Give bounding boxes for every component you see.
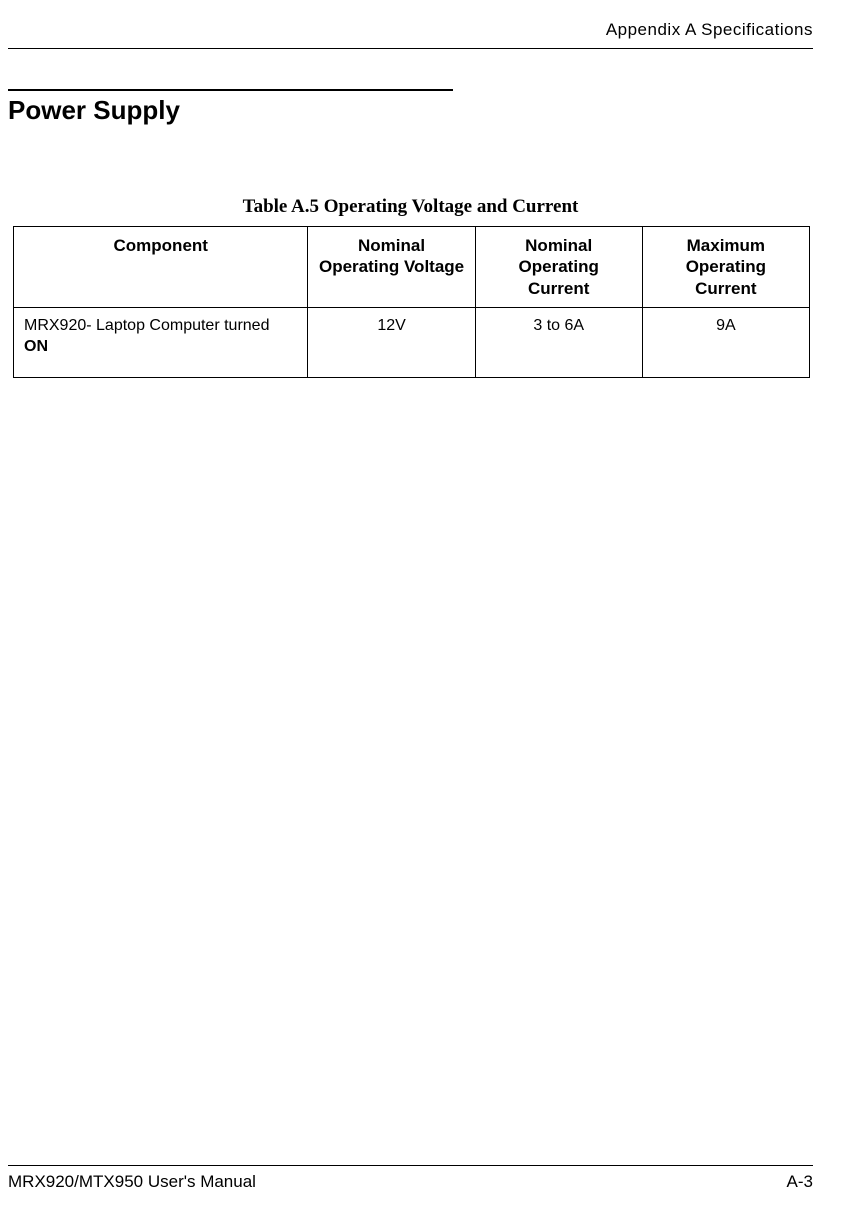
table-col-nominal-current: Nominal Operating Current bbox=[475, 227, 642, 308]
section-heading: Power Supply bbox=[8, 95, 813, 126]
footer-rule bbox=[8, 1165, 813, 1166]
col-label-line2: Operating Current bbox=[519, 257, 599, 297]
table-col-maximum-current: Maximum Operating Current bbox=[642, 227, 809, 308]
col-label-line1: Nominal bbox=[358, 236, 425, 255]
table-header-row: Component Nominal Operating Voltage Nomi… bbox=[14, 227, 810, 308]
col-label: Component bbox=[114, 236, 208, 255]
table-col-component: Component bbox=[14, 227, 308, 308]
col-label-line2: Operating Voltage bbox=[319, 257, 464, 276]
cell-component: MRX920- Laptop Computer turned ON bbox=[14, 307, 308, 378]
footer-page-number: A-3 bbox=[787, 1172, 813, 1192]
running-head: Appendix A Specifications bbox=[8, 20, 813, 40]
table-col-nominal-voltage: Nominal Operating Voltage bbox=[308, 227, 475, 308]
cell-maximum-current: 9A bbox=[642, 307, 809, 378]
page-footer: MRX920/MTX950 User's Manual A-3 bbox=[8, 1165, 813, 1192]
spec-table: Component Nominal Operating Voltage Nomi… bbox=[13, 226, 810, 378]
cell-nominal-current: 3 to 6A bbox=[475, 307, 642, 378]
footer-manual-title: MRX920/MTX950 User's Manual bbox=[8, 1172, 256, 1192]
col-label-line1: Maximum bbox=[687, 236, 765, 255]
table-row: MRX920- Laptop Computer turned ON 12V 3 … bbox=[14, 307, 810, 378]
header-rule bbox=[8, 48, 813, 49]
component-text: MRX920- Laptop Computer turned bbox=[24, 317, 269, 334]
col-label-line1: Nominal bbox=[525, 236, 592, 255]
section-rule bbox=[8, 89, 453, 91]
col-label-line2: Operating Current bbox=[686, 257, 766, 297]
component-bold: ON bbox=[24, 338, 48, 355]
table-caption: Table A.5 Operating Voltage and Current bbox=[8, 196, 813, 218]
cell-nominal-voltage: 12V bbox=[308, 307, 475, 378]
